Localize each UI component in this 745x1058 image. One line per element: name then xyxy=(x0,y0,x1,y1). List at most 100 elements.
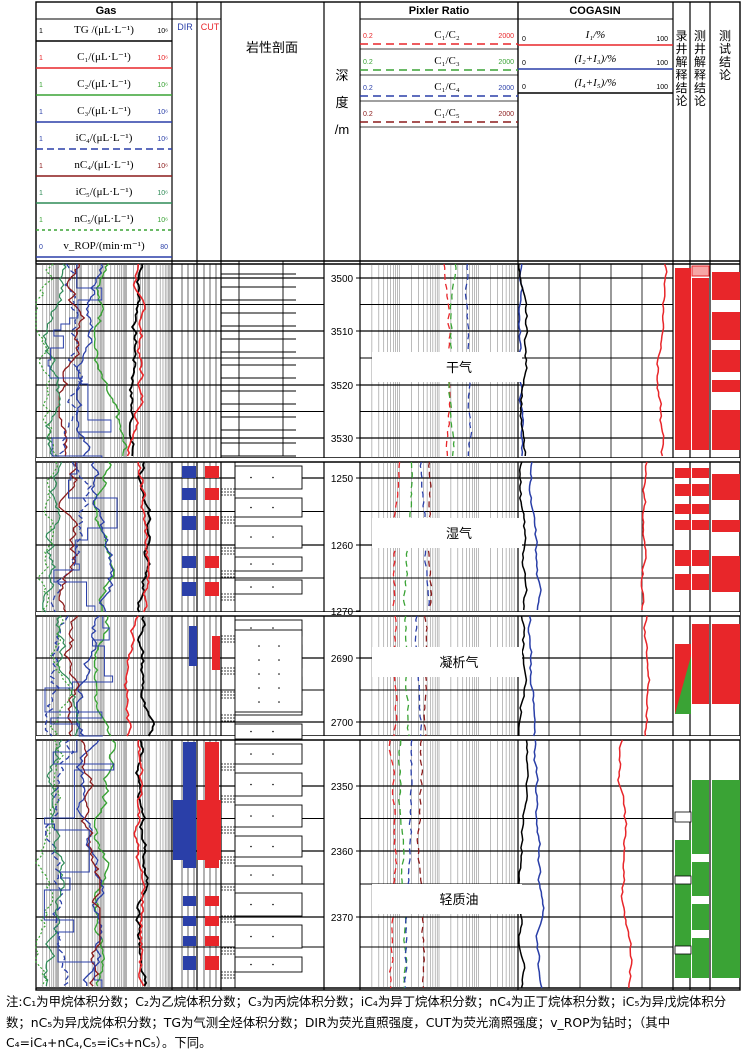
depth-label-0: 深 xyxy=(335,68,348,83)
nc4-curve xyxy=(58,461,79,613)
dir-block xyxy=(182,516,196,530)
gas-track-min-4: 1 xyxy=(39,136,43,143)
lith-sandstone xyxy=(234,723,303,740)
depth-tick-label: 2370 xyxy=(331,913,354,924)
well-logging-oil-zone xyxy=(692,780,709,978)
panel-3 xyxy=(35,739,740,989)
dir-block xyxy=(183,916,196,926)
gas-track-max-8: 80 xyxy=(160,244,168,251)
lith-dot xyxy=(258,687,260,689)
cogasin-track-max-0: 100 xyxy=(656,36,668,43)
vertical-header-0-char-4: 结 xyxy=(675,81,687,95)
cut-block xyxy=(205,916,219,926)
cut-label: CUT xyxy=(201,22,220,32)
depth-tick-label: 1270 xyxy=(331,607,354,618)
lith-dot xyxy=(258,701,260,703)
lith-dot xyxy=(278,701,280,703)
label-layer: 3500 3510 3520 3530 干气 1250 1260 1270 湿气 2690 2700… xyxy=(331,274,522,924)
mud-logging-gas-zone xyxy=(675,504,691,514)
lith-dot xyxy=(250,586,252,588)
well-logging-gas-zone xyxy=(692,484,709,496)
dir-label: DIR xyxy=(177,22,193,32)
lithology-1 xyxy=(221,462,303,612)
test-gas-zone xyxy=(712,556,740,592)
ic5-curve xyxy=(42,263,67,457)
lith-sandstone-large xyxy=(234,629,303,713)
c1c4-ratio-curve xyxy=(464,263,473,457)
lith-sandstone xyxy=(234,956,303,973)
cut-block xyxy=(197,800,221,860)
vertical-header-0-char-2: 解 xyxy=(675,55,687,69)
mud-logging-gas-zone xyxy=(675,468,691,478)
lith-dot xyxy=(278,645,280,647)
lithology-3 xyxy=(221,740,303,988)
c1-curve xyxy=(137,461,150,613)
gas-track-min-7: 1 xyxy=(39,217,43,224)
i2i3-curve xyxy=(528,461,542,611)
lith-dot xyxy=(272,963,274,966)
i1-curve xyxy=(617,739,633,989)
lith-dot xyxy=(272,845,274,848)
i2i3-curve xyxy=(533,739,545,989)
vertical-header-2-char-0: 测 xyxy=(719,29,731,43)
test-gas-zone xyxy=(712,272,740,450)
gas-track-label-0: TG /(μL·L⁻¹) xyxy=(74,24,134,36)
pixler-track-max-2: 2000 xyxy=(498,85,514,92)
interpretation-2 xyxy=(675,624,740,714)
mud-logging-gas-zone xyxy=(675,550,691,566)
panel-0 xyxy=(35,261,740,458)
data-layer xyxy=(35,261,740,989)
c1c3-ratio-curve xyxy=(397,740,408,989)
vertical-header-1-char-0: 测 xyxy=(694,29,706,43)
tg-curve xyxy=(134,739,149,987)
gas-track-max-1: 10⁶ xyxy=(157,55,168,62)
vertical-header-1-char-5: 论 xyxy=(694,94,706,108)
mud-logging-gas-zone xyxy=(675,574,691,590)
lith-dot xyxy=(250,935,252,938)
lith-dot xyxy=(272,903,274,906)
i1-curve xyxy=(656,263,668,457)
gas-track-label-6: iC₅/(μL·L⁻¹) xyxy=(76,186,133,198)
nc4-curve xyxy=(80,739,101,987)
header-layer: Gas DIR CUT 岩性剖面 Pixler Ratio COGASIN TG… xyxy=(36,5,731,258)
gas-track-min-0: 1 xyxy=(39,28,43,35)
gas-title: Gas xyxy=(96,5,117,17)
gas-track-max-0: 10⁶ xyxy=(157,28,168,35)
lith-dot xyxy=(250,563,252,565)
lith-dot xyxy=(272,627,274,629)
depth-tick-label: 1260 xyxy=(331,541,354,552)
lith-dot xyxy=(250,627,252,629)
vertical-header-0-char-0: 录 xyxy=(675,29,687,43)
mud-logging-gap xyxy=(674,811,692,823)
well-logging-gap xyxy=(692,854,709,862)
lith-dot xyxy=(258,673,260,675)
pixler-track-max-0: 2000 xyxy=(498,33,514,40)
lith-sandstone xyxy=(234,892,303,917)
gas-track-min-2: 1 xyxy=(39,82,43,89)
rop-curve xyxy=(47,264,112,458)
lith-dot xyxy=(250,783,252,786)
cogasin-title: COGASIN xyxy=(569,5,620,17)
pixler-track-min-3: 0.2 xyxy=(363,111,373,118)
gas-track-label-1: C₁/(μL·L⁻¹) xyxy=(77,51,131,63)
dir-block xyxy=(189,626,197,666)
gas-track-min-6: 1 xyxy=(39,190,43,197)
rop-curve xyxy=(43,740,115,988)
rop-curve xyxy=(53,462,118,612)
dir-block xyxy=(182,488,196,500)
pixler-track-max-1: 2000 xyxy=(498,59,514,66)
nc5-curve xyxy=(49,615,73,737)
c2-curve xyxy=(93,739,117,987)
cut-block xyxy=(205,556,219,568)
interpretation-0 xyxy=(675,265,740,450)
gas-track-max-6: 10⁶ xyxy=(157,190,168,197)
lith-sandstone xyxy=(234,497,303,518)
panel-label: 干气 xyxy=(446,360,472,375)
pixler-track-label-1: C₁/C₃ xyxy=(434,55,460,67)
c1-curve xyxy=(126,263,146,457)
c1c2-ratio-curve xyxy=(388,739,398,989)
dir-cut-3 xyxy=(173,742,221,970)
cut-block xyxy=(205,956,219,970)
i4i5-curve xyxy=(518,615,528,736)
